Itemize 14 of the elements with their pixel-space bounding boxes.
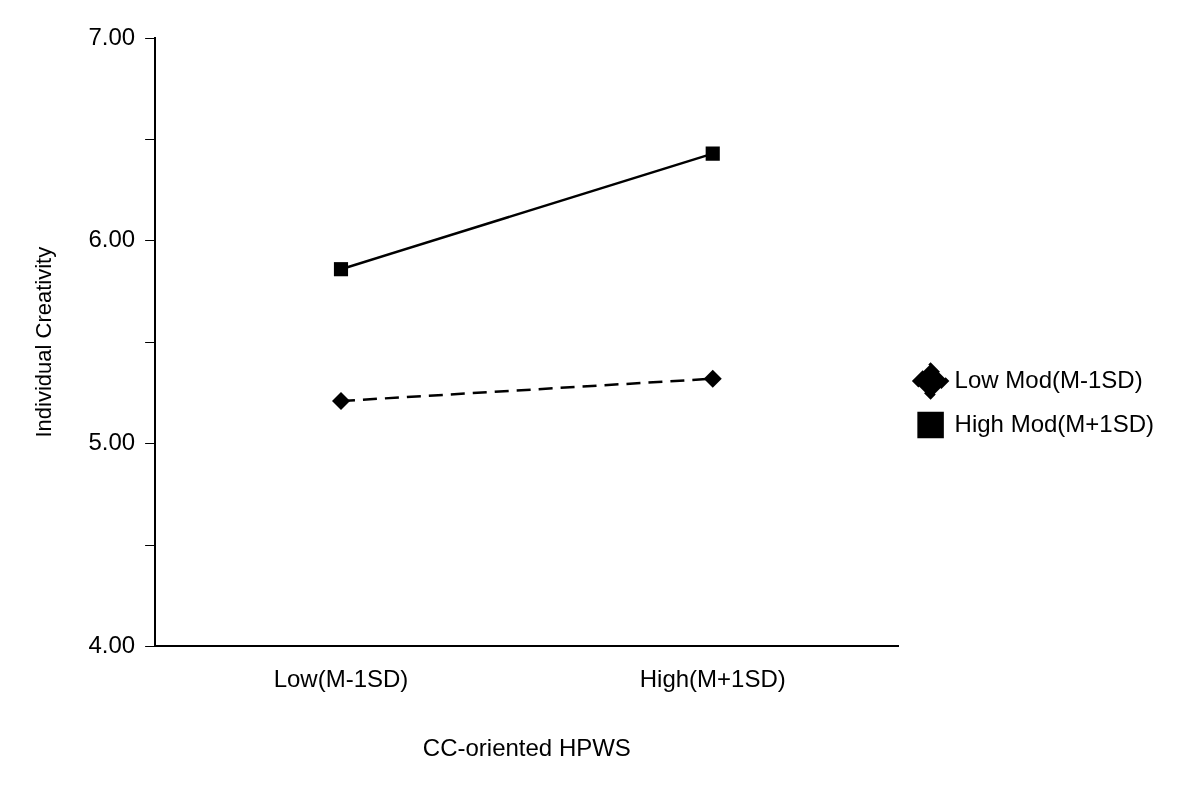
x-tick-label: Low(M-1SD) <box>273 665 409 693</box>
y-tick-label: 5.00 <box>88 428 136 456</box>
y-tick-label: 7.00 <box>88 22 136 50</box>
point <box>705 146 720 161</box>
point <box>703 369 722 388</box>
legend-label: Low Mod(M-1SD) <box>954 365 1143 393</box>
x-tick-label: High(M+1SD) <box>639 665 786 693</box>
y-axis-title: Individual Creativity <box>31 246 57 438</box>
point <box>333 262 349 277</box>
y-tick-label: 4.00 <box>88 631 136 659</box>
x-axis-title: CC-oriented HPWS <box>422 734 631 762</box>
point <box>331 392 350 411</box>
legend-label: High Mod(M+1SD) <box>954 409 1155 437</box>
y-tick-label: 6.00 <box>88 225 136 253</box>
